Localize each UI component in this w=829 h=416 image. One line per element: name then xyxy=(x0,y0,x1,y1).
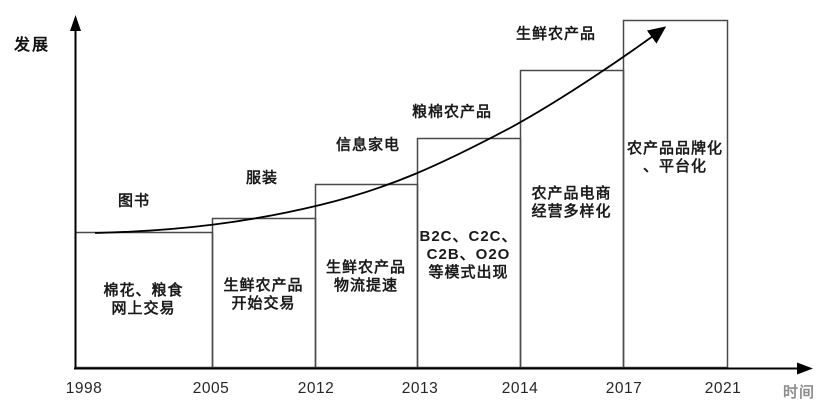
x-tick-label: 2014 xyxy=(501,380,539,397)
bar-inner-line: 农产品品牌化 xyxy=(626,140,724,157)
bar-top-label: 信息家电 xyxy=(335,136,401,154)
bar-inner-line: C2B、O2O xyxy=(426,246,511,263)
x-tick-label: 2005 xyxy=(192,380,230,397)
bar-top-label: 粮棉农产品 xyxy=(411,103,493,121)
bar-inner-label: 农产品电商 经营多样化 xyxy=(531,185,611,221)
bar-inner-label: 棉花、粮食 网上交易 xyxy=(103,282,183,318)
bar-top-label: 生鲜农产品 xyxy=(515,25,597,43)
x-tick-label: 1998 xyxy=(65,380,103,397)
bar-inner-line: 、平台化 xyxy=(642,158,708,175)
bar-inner-line: 棉花、粮食 xyxy=(103,282,184,299)
bar-inner-label: B2C、C2C、 C2B、O2O 等模式出现 xyxy=(419,228,517,282)
x-axis-label: 时间 xyxy=(783,384,816,401)
bar-inner-line: 生鲜农产品 xyxy=(223,277,304,294)
bar-inner-line: 物流提速 xyxy=(333,277,399,294)
y-axis-label: 发展 xyxy=(14,37,51,54)
x-tick-label: 2017 xyxy=(605,380,643,397)
bar-inner-label: 生鲜农产品 物流提速 xyxy=(326,259,406,295)
bar-inner-line: 等模式出现 xyxy=(428,264,509,281)
bar-inner-line: B2C、C2C、 xyxy=(419,228,518,245)
bar-inner-line: 农产品电商 xyxy=(531,185,612,202)
bar-top-label: 服装 xyxy=(245,169,279,187)
bar-top-label: 图书 xyxy=(117,192,151,210)
bar-inner-label: 农产品品牌化 、平台化 xyxy=(627,140,723,176)
x-tick-label: 2021 xyxy=(704,380,742,397)
bar-inner-line: 经营多样化 xyxy=(531,203,612,220)
bar-inner-label: 生鲜农产品 开始交易 xyxy=(223,277,303,313)
bar-inner-line: 开始交易 xyxy=(231,295,296,312)
x-tick-label: 2013 xyxy=(401,380,439,397)
bar-inner-line: 网上交易 xyxy=(111,300,176,317)
bar-inner-line: 生鲜农产品 xyxy=(325,259,407,276)
x-tick-label: 2012 xyxy=(297,380,335,397)
